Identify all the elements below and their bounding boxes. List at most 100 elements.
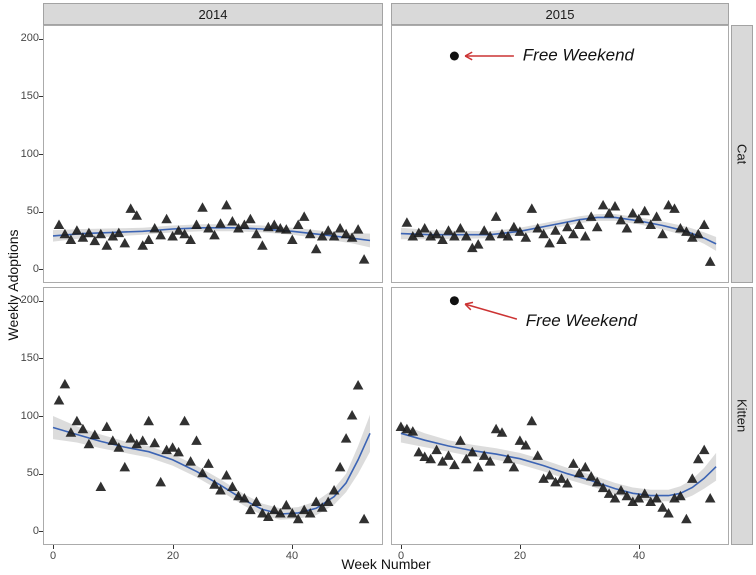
panel-kitten-2014 [43,287,383,545]
data-point-triangle [95,228,107,239]
x-tick-mark [639,545,640,549]
data-point-triangle [77,423,89,434]
data-point-triangle [490,423,502,434]
data-point-triangle [275,508,286,518]
data-point-triangle [657,228,668,239]
data-point-triangle [621,223,633,233]
data-point-triangle [574,219,585,229]
y-tick-label: 150 [20,352,39,364]
data-point-triangle [675,490,686,501]
data-point-triangle [304,508,316,518]
data-point-triangle [298,211,310,221]
data-point-triangle [401,217,413,227]
data-point-triangle [520,232,532,242]
annotation-label: Free Weekend [526,311,638,330]
data-point-triangle [639,488,650,498]
data-point-triangle [352,380,364,390]
free-weekend-dot [449,296,459,306]
y-tick-mark [39,358,43,359]
x-tick-label: 20 [166,550,180,562]
data-point-triangle [603,208,615,218]
y-tick-mark [39,474,43,475]
data-point-triangle [89,429,101,440]
data-point-triangle [455,223,466,233]
points-layer [53,199,370,264]
data-point-triangle [681,513,692,524]
data-point-triangle [609,201,621,211]
data-point-triangle [687,473,698,483]
data-point-triangle [185,234,196,244]
data-point-triangle [101,240,113,250]
data-point-triangle [215,485,226,495]
data-point-triangle [663,508,674,518]
data-point-triangle [461,453,472,464]
x-tick-label: 20 [513,550,527,562]
data-point-triangle [322,225,334,235]
data-point-triangle [639,205,650,216]
data-point-triangle [484,456,496,466]
data-point-triangle [328,485,340,495]
x-tick-mark [292,545,293,549]
data-point-triangle [615,214,627,225]
annotation-arrowhead [464,303,472,311]
x-tick-label: 40 [632,550,646,562]
data-point-triangle [107,231,119,241]
data-point-triangle [292,219,304,229]
data-point-triangle [437,234,448,244]
facet-plot-kitten-2015: Free Weekend [395,296,717,524]
points-layer [53,378,370,524]
data-point-triangle [245,213,256,224]
data-point-triangle [478,225,490,235]
data-point-triangle [316,231,328,241]
data-point-triangle [340,228,352,239]
data-point-triangle [627,208,639,218]
data-point-triangle [143,234,154,244]
data-point-triangle [627,496,639,506]
data-point-triangle [316,502,328,512]
data-point-triangle [59,228,71,239]
data-point-triangle [550,476,561,487]
data-point-triangle [221,199,232,210]
x-tick-label: 40 [285,550,299,562]
data-point-triangle [59,378,71,389]
data-point-triangle [65,234,77,244]
data-point-triangle [704,493,716,503]
data-point-triangle [149,437,160,448]
data-point-triangle [358,254,370,264]
data-point-triangle [191,435,202,445]
data-point-triangle [675,223,686,233]
data-point-triangle [437,456,448,466]
data-point-triangle [245,504,256,515]
data-point-triangle [137,240,148,250]
data-point-triangle [179,415,190,426]
data-point-triangle [508,221,520,232]
facet-strip-row-cat-label: Cat [734,143,750,165]
data-point-triangle [514,435,526,445]
data-point-triangle [167,231,178,241]
facet-plot-kitten-2014 [52,378,371,524]
data-point-triangle [455,435,466,445]
data-point-triangle [585,211,597,221]
facet-plot-cat-2015: Free Weekend [400,45,717,266]
confidence-ribbon [53,224,370,248]
data-point-triangle [83,227,95,238]
data-point-triangle [352,224,364,234]
y-tick-mark [39,531,43,532]
y-tick-mark [39,416,43,417]
data-point-triangle [310,496,322,506]
data-point-triangle [83,438,95,449]
data-point-triangle [71,225,83,235]
data-point-triangle [107,435,119,445]
data-point-triangle [119,237,131,248]
data-point-triangle [113,442,125,452]
y-tick-label: 0 [32,525,39,537]
data-point-triangle [520,440,532,450]
data-point-triangle [137,435,148,445]
data-point-triangle [251,228,262,239]
facet-strip-row-cat: Cat [731,25,753,283]
data-point-triangle [693,453,704,464]
facet-plot-cat-2014 [52,199,371,264]
data-point-triangle [233,490,244,501]
data-point-triangle [209,229,220,240]
data-point-triangle [597,482,609,493]
